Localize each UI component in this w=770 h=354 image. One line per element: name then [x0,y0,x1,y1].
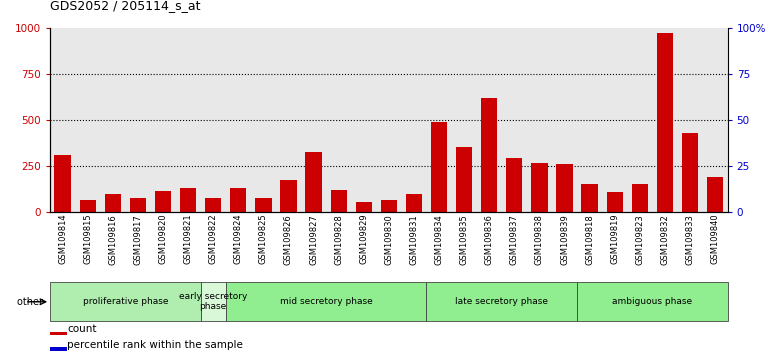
Bar [129,198,146,212]
Text: proliferative phase: proliferative phase [82,297,168,306]
Text: other: other [17,297,46,307]
Bar [380,200,397,212]
Text: late secretory phase: late secretory phase [455,297,548,306]
Bar [280,180,296,212]
Bar [577,282,728,321]
Bar [205,198,221,212]
Bar [631,184,648,212]
Bar [306,152,322,212]
Bar [531,163,547,212]
Bar [607,192,623,212]
Bar [180,188,196,212]
Bar [79,200,95,212]
Bar [105,194,121,212]
Bar [155,191,171,212]
Bar [50,282,201,321]
Text: early secretory
phase: early secretory phase [179,292,247,312]
Text: ambiguous phase: ambiguous phase [612,297,692,306]
Bar [50,348,67,351]
Bar [481,98,497,212]
Bar [557,164,573,212]
Bar [226,282,427,321]
Bar [657,33,673,212]
Text: count: count [67,324,96,334]
Bar [427,282,577,321]
Bar [406,194,422,212]
Bar [255,198,272,212]
Bar [581,184,598,212]
Bar [55,155,71,212]
Bar [456,147,472,212]
Bar [50,332,67,335]
Bar [230,188,246,212]
Text: mid secretory phase: mid secretory phase [280,297,373,306]
Bar [356,202,372,212]
Bar [682,133,698,212]
Bar [431,122,447,212]
Text: GDS2052 / 205114_s_at: GDS2052 / 205114_s_at [50,0,200,12]
Bar [506,158,523,212]
Bar [330,190,346,212]
Bar [201,282,226,321]
Text: percentile rank within the sample: percentile rank within the sample [67,340,243,350]
Bar [707,177,723,212]
